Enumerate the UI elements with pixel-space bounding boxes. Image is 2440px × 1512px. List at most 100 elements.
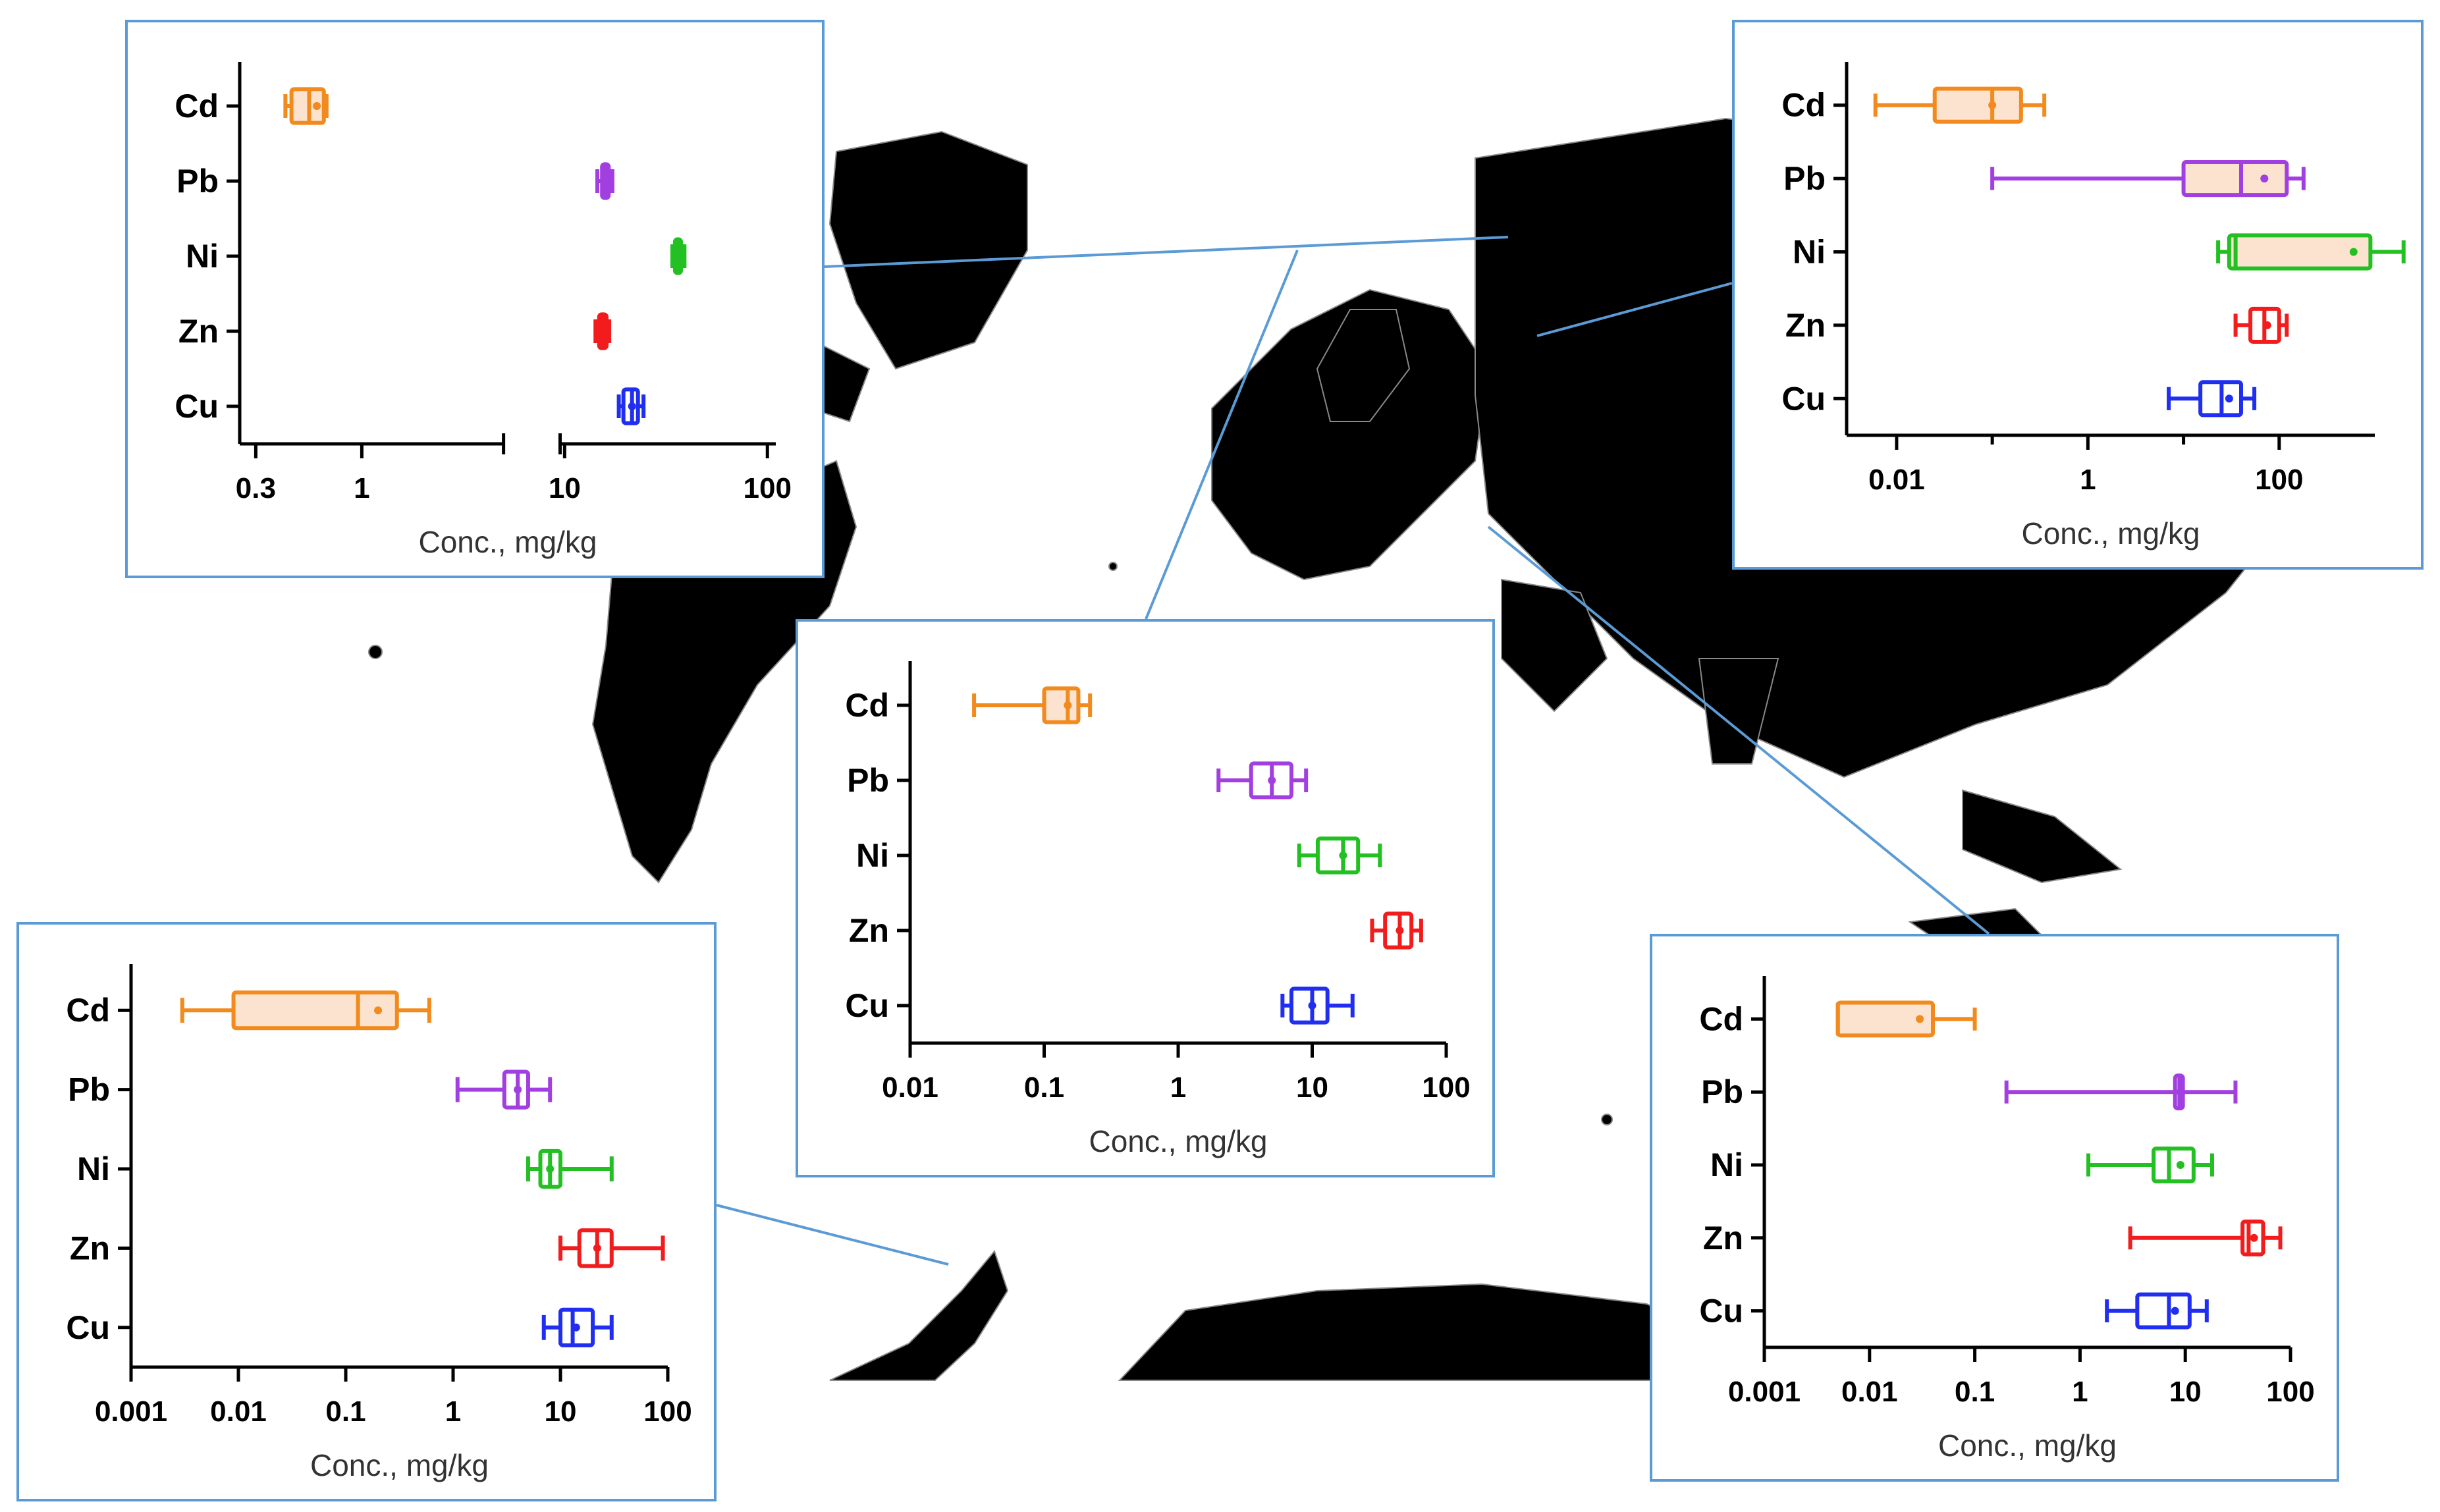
mean-marker	[2176, 1088, 2184, 1096]
chart-panel-north-america: 0.3 1 10 100 Conc., mg/kg Cd Pb Ni Zn Cu	[125, 20, 825, 578]
axes	[908, 661, 1448, 1058]
se-asia-islands	[1962, 789, 2123, 884]
iqr-box	[2181, 160, 2289, 198]
x-tick-label: 100	[2266, 1376, 2314, 1408]
category-label: Cd	[175, 88, 219, 124]
box-zn	[2128, 1219, 2283, 1256]
iqr-box	[231, 990, 399, 1031]
chart-panel-europe: 0.01 0.1 1 10 100 Conc., mg/kg Cd Pb Ni Zn Cu	[796, 619, 1495, 1177]
boxplot-svg: 0.001 0.01 0.1 1 10 100 Conc., mg/kg Cd Pb Ni Zn Cu	[1699, 976, 2315, 1463]
x-axis-title: Conc., mg/kg	[419, 525, 597, 559]
x-tick-label: 0.01	[1868, 464, 1925, 496]
category-label: Cu	[1699, 1293, 1743, 1330]
x-tick-label: 10	[2169, 1376, 2202, 1408]
box-cd	[283, 87, 329, 125]
mean-marker	[546, 1165, 555, 1173]
mean-marker	[674, 252, 683, 260]
category-label: Cu	[845, 987, 889, 1024]
axes	[238, 62, 776, 458]
x-tick-label: 10	[549, 472, 581, 504]
x-tick-label: 0.3	[236, 472, 276, 504]
mean-marker	[2260, 175, 2269, 183]
mean-marker	[2171, 1307, 2179, 1315]
axes	[1845, 62, 2375, 450]
x-tick-label: 0.01	[882, 1071, 938, 1104]
category-label: Cd	[1699, 1000, 1743, 1037]
scandinavia-landmass	[1316, 309, 1411, 422]
category-label: Cd	[1781, 87, 1826, 124]
x-tick-label: 10	[1296, 1071, 1328, 1104]
mean-marker	[1988, 101, 1997, 109]
europe-landmass	[1211, 288, 1490, 581]
x-tick-label: 0.01	[1841, 1376, 1898, 1408]
category-label: Cd	[845, 687, 889, 724]
greenland-landmass	[828, 130, 1028, 370]
category-label: Zn	[1703, 1220, 1743, 1256]
box-ni	[670, 237, 687, 275]
x-tick-label: 0.001	[1728, 1376, 1801, 1408]
box-cu	[541, 1307, 614, 1347]
iqr-box	[2152, 1147, 2196, 1183]
mean-marker	[593, 1244, 601, 1253]
category-label: Zn	[1785, 307, 1826, 344]
mean-marker	[313, 102, 321, 110]
x-tick-label: 100	[1422, 1071, 1470, 1104]
category-label: Ni	[186, 238, 219, 275]
mean-marker	[1308, 1002, 1316, 1010]
box-ni	[1297, 836, 1382, 875]
box-cd	[1835, 1000, 1977, 1038]
box-ni	[2216, 233, 2406, 271]
x-tick-label: 0.1	[1955, 1376, 1995, 1408]
mean-marker	[1339, 851, 1347, 859]
axes	[129, 964, 670, 1382]
box-ni	[2086, 1147, 2214, 1183]
x-tick-label: 1	[354, 472, 369, 504]
mean-marker	[374, 1006, 383, 1015]
category-label: Pb	[68, 1071, 110, 1108]
box-zn	[2233, 306, 2289, 344]
mean-marker	[628, 402, 636, 410]
box-cu	[2167, 380, 2257, 418]
x-tick-label: 0.001	[95, 1395, 167, 1428]
category-label: Pb	[176, 163, 219, 200]
x-tick-label: 1	[2072, 1376, 2088, 1408]
iqr-box	[1932, 86, 2023, 124]
box-cu	[616, 387, 646, 425]
box-cd	[180, 990, 431, 1031]
box-pb	[455, 1069, 553, 1110]
iqr-box	[1042, 686, 1081, 724]
category-label: Pb	[1783, 160, 1826, 197]
x-tick-label: 10	[545, 1395, 577, 1428]
boxplot-svg: 0.001 0.01 0.1 1 10 100 Conc., mg/kg Cd Pb Ni Zn Cu	[66, 964, 692, 1482]
x-axis-title: Conc., mg/kg	[310, 1448, 489, 1482]
mean-marker	[1396, 927, 1404, 934]
box-zn	[1370, 911, 1423, 950]
mean-marker	[2225, 394, 2233, 403]
mean-marker	[2263, 321, 2271, 329]
box-pb	[1990, 160, 2306, 198]
x-tick-label: 100	[2255, 464, 2303, 496]
mean-marker	[1268, 776, 1276, 784]
box-zn	[558, 1228, 665, 1268]
chart-panel-antarctic-peninsula: 0.001 0.01 0.1 1 10 100 Conc., mg/kg Cd Pb Ni Zn Cu	[16, 922, 717, 1501]
box-cu	[2105, 1292, 2209, 1330]
mean-marker	[514, 1085, 522, 1094]
box-zn	[593, 312, 612, 350]
x-tick-label: 0.1	[1024, 1071, 1064, 1104]
x-axis-title: Conc., mg/kg	[2022, 516, 2200, 551]
category-label: Cd	[66, 992, 110, 1029]
box-ni	[526, 1148, 614, 1189]
x-tick-label: 1	[2080, 464, 2096, 496]
mean-marker	[2349, 248, 2358, 256]
x-tick-label: 100	[643, 1395, 691, 1428]
category-label: Zn	[178, 313, 219, 350]
iqr-box	[1315, 836, 1361, 875]
iqr-box	[2135, 1292, 2192, 1330]
category-label: Cu	[175, 388, 219, 425]
x-tick-label: 0.01	[210, 1395, 267, 1428]
category-label: Ni	[77, 1150, 110, 1187]
box-pb	[595, 162, 614, 200]
boxplot-svg: 0.01 1 100 Conc., mg/kg Cd Pb Ni Zn Cu	[1781, 62, 2406, 551]
chart-panel-siberia: 0.01 1 100 Conc., mg/kg Cd Pb Ni Zn Cu	[1732, 20, 2424, 570]
category-label: Cu	[1781, 380, 1826, 417]
